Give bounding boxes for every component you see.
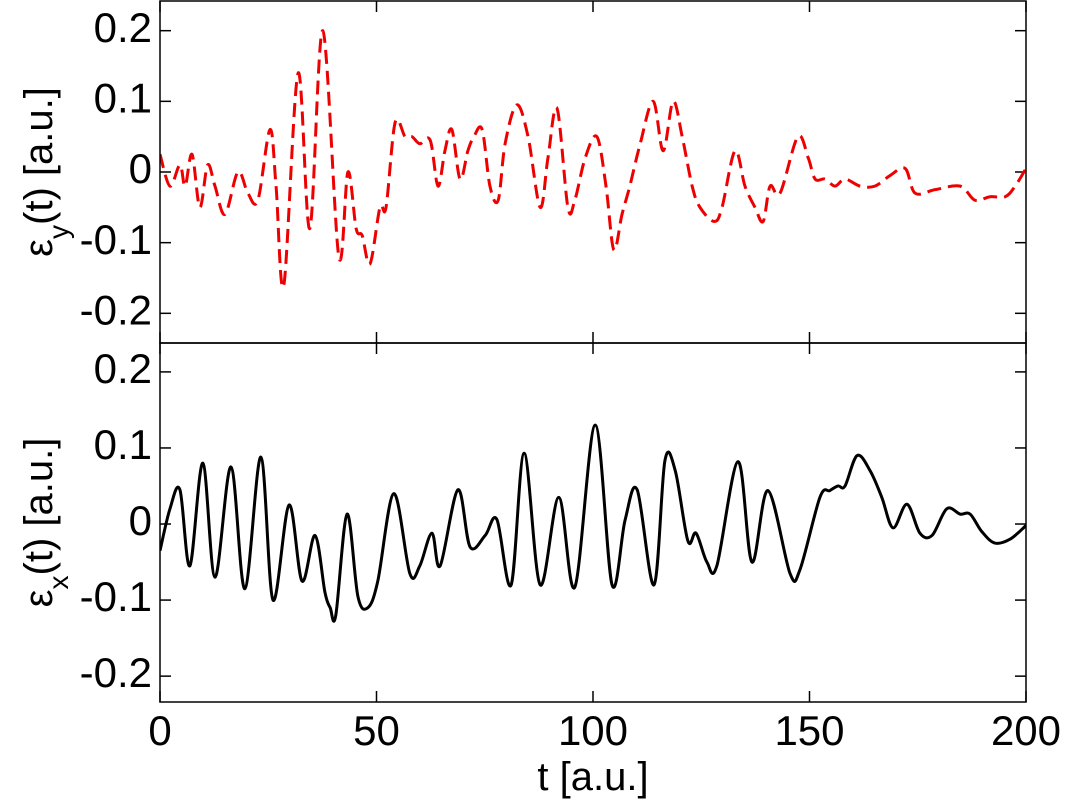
y-tick-label: 0.2 <box>94 4 152 51</box>
y-axis-label: εy(t) [a.u.] <box>17 87 74 257</box>
y-axis-label-part: (t) [a.u.] <box>17 438 61 576</box>
frame <box>159 342 1027 703</box>
x-tick-label: 200 <box>991 707 1061 754</box>
y-tick-label: -0.1 <box>80 573 152 620</box>
y-tick-label: 0.1 <box>94 421 152 468</box>
y-tick-label: -0.2 <box>80 286 152 333</box>
y-tick-label: 0.1 <box>94 74 152 121</box>
y-axis-label: εx(t) [a.u.] <box>17 438 74 608</box>
y-axis-label-sub: x <box>43 575 74 589</box>
data-line <box>160 423 1026 623</box>
x-tick-label: 100 <box>558 707 628 754</box>
y-axis-label-part: ε <box>17 239 61 257</box>
x-tick-label: 150 <box>774 707 844 754</box>
y-tick-label: 0 <box>129 145 152 192</box>
plot-area <box>160 423 1026 623</box>
y-axis-label-part: (t) [a.u.] <box>17 87 61 225</box>
y-tick-label: -0.2 <box>80 649 152 696</box>
y-tick-label: 0.2 <box>94 345 152 392</box>
y-tick-label: 0 <box>129 497 152 544</box>
plot-area <box>160 29 1026 290</box>
x-tick-label: 0 <box>148 707 171 754</box>
data-line <box>160 29 1026 290</box>
y-axis-label-sub: y <box>43 225 74 239</box>
x-tick-label: 50 <box>353 707 400 754</box>
y-axis-label-part: ε <box>17 589 61 607</box>
y-tick-label: -0.1 <box>80 216 152 263</box>
x-axis-label: t [a.u.] <box>537 755 648 799</box>
